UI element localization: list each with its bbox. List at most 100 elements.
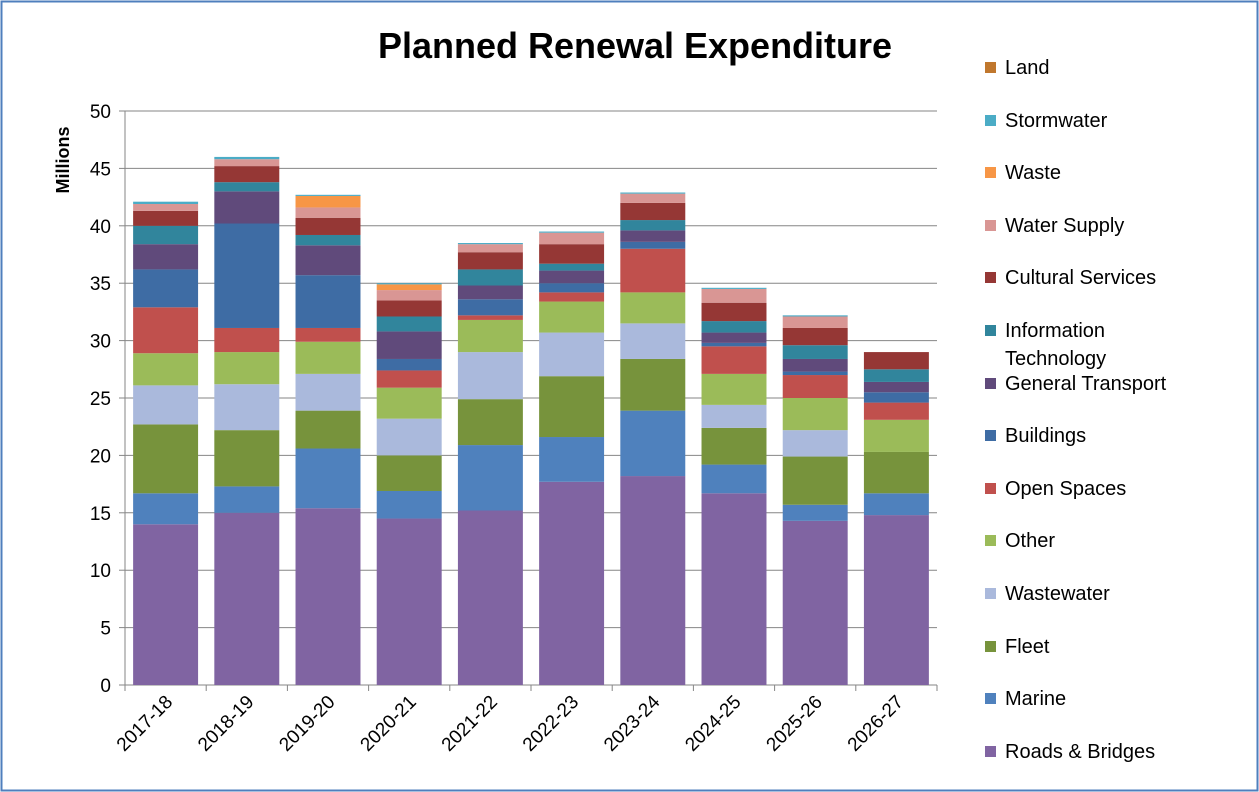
legend-item: Wastewater [985, 580, 1205, 608]
x-tick-label: 2017-18 [113, 692, 177, 756]
legend-item: Stormwater [985, 107, 1205, 135]
y-tick-label: 35 [90, 274, 111, 295]
bar-segment [620, 220, 686, 231]
bar-segment [620, 292, 686, 324]
bar-segment [539, 263, 605, 271]
legend-item: General Transport [985, 370, 1205, 398]
bar-segment [295, 207, 361, 218]
bar-segment [133, 210, 199, 226]
bar-segment [782, 398, 848, 431]
legend-swatch [985, 588, 996, 599]
legend-label: Other [1005, 530, 1056, 553]
bar-segment [133, 424, 199, 494]
bar-segment [782, 327, 848, 346]
bar-segment [214, 486, 280, 513]
bar-segment [214, 159, 280, 167]
bar-segment [539, 283, 605, 293]
bar-segment [539, 481, 605, 685]
legend-label: Land [1005, 57, 1050, 79]
bar-segment [457, 319, 523, 353]
bar-segment [295, 275, 361, 328]
legend-item: Land [985, 54, 1205, 82]
bar-segment [539, 301, 605, 333]
bar-segment [701, 287, 767, 289]
bar-segment [701, 288, 767, 303]
chart-title: Planned Renewal Expenditure [378, 25, 892, 66]
legend-item: Information Technology [985, 317, 1205, 373]
bar-segment [620, 230, 686, 242]
bar-segment [863, 369, 929, 382]
bar-segment [539, 376, 605, 438]
bar-segment [133, 385, 199, 425]
bar-segment [133, 307, 199, 354]
bar-segment [457, 252, 523, 270]
bar-segment [133, 269, 199, 308]
bar-segment [214, 166, 280, 183]
bar-segment [457, 299, 523, 316]
bar-segment [782, 315, 848, 317]
bar-segment [539, 270, 605, 284]
bar-segment [376, 518, 442, 685]
bar-segment [376, 316, 442, 332]
legend-label: Buildings [1005, 425, 1087, 448]
bar-segment [539, 244, 605, 264]
legend-label: Information Technology [1005, 320, 1107, 370]
bar-segment [376, 300, 442, 317]
bar-segment [457, 399, 523, 446]
bar-segment [295, 341, 361, 374]
legend-label: Water Supply [1005, 214, 1125, 237]
legend-item: Roads & Bridges [985, 738, 1205, 766]
y-tick-label: 45 [90, 159, 111, 180]
bar-segment [214, 512, 280, 685]
bar-segment [620, 193, 686, 203]
x-tick-label: 2021-22 [438, 692, 502, 756]
bar-segment [214, 430, 280, 487]
legend-label: Waste [1005, 162, 1061, 185]
x-tick-label: 2024-25 [681, 692, 745, 756]
legend-item: Buildings [985, 422, 1205, 450]
bar-segment [133, 353, 199, 386]
bar-segment [133, 225, 199, 245]
bar-segment [701, 302, 767, 322]
y-tick-label: 15 [90, 504, 111, 525]
bar-segment [863, 352, 929, 370]
bar-segment [133, 203, 199, 211]
bar-segment [863, 493, 929, 516]
bar-segment [133, 493, 199, 525]
x-tick-label: 2025-26 [763, 692, 827, 756]
bar-segment [295, 327, 361, 342]
bar-segment [782, 430, 848, 457]
bar-segment [295, 194, 361, 196]
bar-segment [620, 241, 686, 249]
bar-segment [457, 244, 523, 253]
bar-segment [214, 384, 280, 431]
bar-segment [620, 323, 686, 359]
legend-swatch [985, 62, 996, 73]
legend-label: General Transport [1005, 372, 1167, 395]
bar-segment [701, 427, 767, 465]
legend-swatch [985, 535, 996, 547]
bar-segment [782, 375, 848, 398]
bar-segment [539, 231, 605, 233]
bar-segment [295, 448, 361, 509]
bar-segment [295, 410, 361, 449]
x-tick-label: 2022-23 [519, 692, 583, 756]
bar-segment [539, 332, 605, 377]
bar-segment [133, 524, 199, 685]
bar-segment [782, 371, 848, 376]
bar-segment [133, 244, 199, 270]
x-tick-label: 2026-27 [844, 692, 908, 756]
bar-segment [457, 243, 523, 245]
y-axis-label: Millions [53, 127, 73, 194]
legend-swatch [985, 325, 996, 336]
bar-segment [701, 373, 767, 405]
legend-swatch [985, 745, 996, 757]
bar-segment [457, 285, 523, 300]
bar-segment [376, 290, 442, 301]
y-tick-label: 40 [90, 217, 111, 238]
bar-segment [782, 456, 848, 505]
bar-segment [863, 392, 929, 403]
bar-segment [214, 327, 280, 353]
x-tick-label: 2019-20 [275, 692, 339, 756]
